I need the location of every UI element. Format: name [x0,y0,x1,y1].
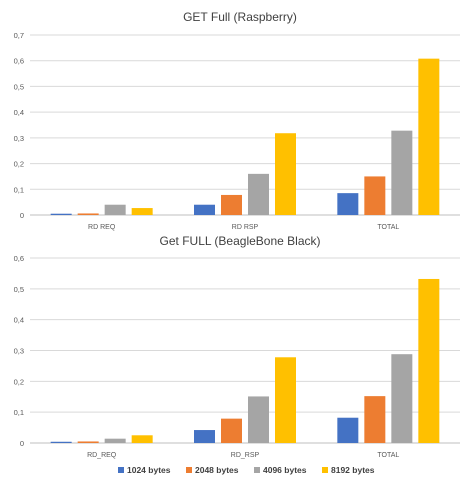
y-tick-label: 0,5 [14,82,24,91]
bar-rd-rsp-8192-bytes [275,133,296,215]
bar-rd-rsp-1024-bytes [194,430,215,443]
x-category-label: RD REQ [88,224,116,231]
bar-total-4096-bytes [391,130,413,215]
bar-total-2048-bytes [364,396,386,443]
x-category-label: TOTAL [377,224,399,231]
y-tick-label: 0,1 [14,408,24,417]
legend-label: 1024 bytes [127,465,171,475]
y-tick-label: 0,2 [14,377,24,386]
bar-rd-req-8192-bytes [131,208,153,215]
bar-rd-rsp-2048-bytes [221,194,242,215]
bar-rd-rsp-4096-bytes [248,396,269,443]
bar-rd-rsp-1024-bytes [194,204,215,215]
y-tick-label: 0,1 [14,185,24,194]
legend-label: 8192 bytes [331,465,375,475]
bar-rd-rsp-2048-bytes [221,418,242,443]
y-tick-label: 0,6 [14,57,24,66]
bar-rd-req-4096-bytes [104,438,126,443]
x-category-label: RD_REQ [87,452,117,459]
x-category-label: TOTAL [377,452,399,459]
y-tick-label: 0,7 [14,31,24,40]
x-category-label: RD RSP [232,224,259,231]
bar-total-8192-bytes [418,58,440,216]
bar-total-8192-bytes [418,278,440,443]
legend-swatch [118,467,124,473]
legend-label: 2048 bytes [195,465,239,475]
bar-total-4096-bytes [391,354,413,443]
y-tick-label: 0,6 [14,254,24,263]
bar-rd-req-4096-bytes [104,204,126,215]
bar-total-1024-bytes [337,193,359,215]
chart-2-plot: 0 0,1 0,2 0,3 0,4 0,5 0,6 RD_REQ RD_RSP TOTAL [14,254,460,459]
y-tick-label: 0,3 [14,347,24,356]
chart-1-plot: 0 0,1 0,2 0,3 0,4 0,5 0,6 0,7 RD REQ RD RSP TOTAL [14,31,460,231]
legend-label: 4096 bytes [263,465,307,475]
y-tick-label: 0,2 [14,160,24,169]
bar-rd-rsp-4096-bytes [248,173,269,215]
legend-swatch [254,467,260,473]
y-tick-label: 0,4 [14,108,24,117]
chart-1-title: GET Full (Raspberry) [183,10,297,24]
bar-rd-req-2048-bytes [77,441,99,443]
legend: 1024 bytes 2048 bytes 4096 bytes 8192 bytes [118,465,375,475]
bar-rd-req-1024-bytes [50,441,72,443]
y-tick-label: 0,5 [14,285,24,294]
bar-rd-req-1024-bytes [50,213,72,215]
bar-total-1024-bytes [337,417,359,443]
legend-swatch [186,467,192,473]
x-category-label: RD_RSP [231,452,260,459]
bar-rd-req-8192-bytes [131,435,153,443]
y-tick-label: 0 [20,439,24,448]
y-tick-label: 0,3 [14,134,24,143]
y-tick-label: 0 [20,211,24,220]
legend-swatch [322,467,328,473]
y-tick-label: 0,4 [14,316,24,325]
bar-total-2048-bytes [364,176,386,215]
bar-rd-req-2048-bytes [77,213,99,215]
bar-rd-rsp-8192-bytes [275,357,296,443]
chart-2-title: Get FULL (BeagleBone Black) [160,234,321,248]
